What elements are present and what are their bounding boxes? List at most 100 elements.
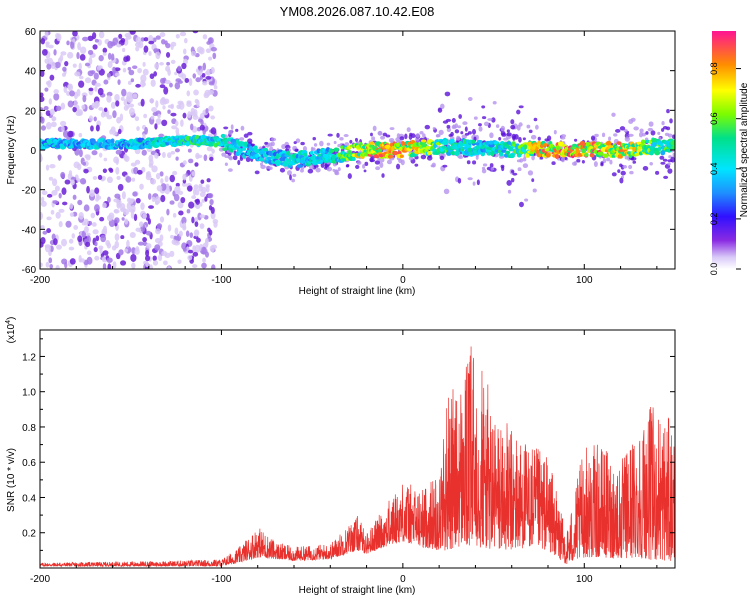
- spectrogram-noise-cell: [115, 149, 122, 155]
- spectrogram-ridge-cell: [331, 154, 337, 160]
- spectrogram-noise-cell: [78, 80, 85, 88]
- spectrogram-noise-cell: [187, 255, 193, 261]
- spectrogram-noise-cell: [210, 47, 218, 52]
- spectrogram-scatter-cell: [667, 159, 673, 163]
- colorbar-tick-label: 0.0: [709, 263, 719, 276]
- spectrogram-noise-cell: [118, 33, 123, 39]
- snr-yscale-base: (x10: [6, 323, 17, 343]
- spectrogram-scatter-cell: [438, 129, 444, 135]
- spectrogram-noise-cell: [72, 194, 77, 200]
- spectrogram-ridge-cell: [589, 153, 595, 158]
- spectrogram-scatter-cell: [510, 119, 515, 125]
- spectrogram-noise-cell: [93, 204, 100, 212]
- spectrogram-scatter-cell: [300, 168, 304, 173]
- spectrogram-noise-cell: [70, 179, 75, 186]
- spectrogram-noise-cell: [130, 162, 137, 167]
- spectrogram-ridge-cell: [508, 153, 515, 159]
- spectrogram-noise-cell: [154, 200, 159, 206]
- spectrogram-noise-cell: [74, 71, 81, 77]
- spectrogram-noise-cell: [164, 175, 169, 183]
- spectrogram-noise-cell: [77, 199, 83, 206]
- spectrogram-scatter-cell: [364, 161, 369, 166]
- spectrogram-noise-cell: [122, 67, 127, 73]
- snr-panel: -200 -100 0 100 0.2 0.4 0.6 0.8 1.0 1.2 Height of…: [5, 317, 676, 596]
- spectrogram-scatter-cell: [518, 122, 523, 127]
- spectrogram-noise-cell: [165, 51, 171, 58]
- spectrogram-noise-cell: [151, 196, 156, 203]
- spectrogram-noise-cell: [164, 79, 171, 85]
- spectrogram-scatter-cell: [240, 125, 245, 131]
- spectrogram-noise-cell: [155, 172, 161, 180]
- spectrogram-scatter-cell: [279, 167, 286, 173]
- spectrogram-noise-cell: [92, 32, 97, 40]
- spectrogram-scatter-cell: [624, 154, 628, 160]
- spectrogram-scatter-cell: [395, 137, 401, 142]
- spectrogram-noise-cell: [93, 72, 99, 80]
- spectrogram-noise-cell: [134, 248, 140, 255]
- spectrogram-noise-cell: [175, 182, 180, 187]
- spectrogram-scatter-cell: [475, 155, 479, 160]
- spectrogram-noise-cell: [142, 237, 147, 243]
- spectrogram-ridge-cell: [340, 158, 347, 162]
- spectrogram-noise-cell: [46, 216, 52, 221]
- spectrogram-scatter-cell: [601, 132, 606, 138]
- spectrogram-ridge-cell: [476, 139, 483, 143]
- spectrogram-noise-cell: [98, 245, 104, 250]
- spectrogram-noise-cell: [51, 190, 58, 196]
- spectrogram-noise-cell: [131, 262, 136, 269]
- spectrogram-noise-cell: [40, 237, 46, 245]
- spectrogram-ridge-cell: [584, 153, 589, 157]
- spectrogram-scatter-cell: [389, 127, 395, 130]
- spectrogram-scatter-cell: [657, 131, 661, 135]
- spectrogram-noise-cell: [151, 107, 157, 113]
- spectrogram-scatter-cell: [606, 157, 611, 162]
- spectrogram-ridge-cell: [296, 164, 304, 168]
- spectrogram-noise-cell: [206, 146, 213, 152]
- spectrogram-noise-cell: [192, 114, 199, 120]
- spectrogram-noise-cell: [51, 178, 58, 187]
- spectrogram-noise-cell: [84, 154, 91, 159]
- spectrogram-noise-cell: [197, 65, 202, 70]
- spectrogram-noise-cell: [40, 262, 43, 268]
- spectrogram-noise-cell: [121, 191, 126, 200]
- spectrogram-noise-cell: [187, 148, 192, 153]
- spectrogram-scatter-cell: [343, 134, 349, 138]
- spectrogram-noise-cell: [87, 35, 94, 42]
- spectrogram-noise-cell: [78, 133, 83, 138]
- spectrogram-ridge-cell: [384, 144, 392, 149]
- spectrogram-ridge-cell: [395, 142, 400, 148]
- spectrogram-noise-cell: [67, 130, 74, 138]
- spectrogram-ridge-cell: [654, 150, 661, 156]
- spectrogram-ridge-cell: [222, 147, 228, 152]
- spectrogram-noise-cell: [179, 31, 187, 37]
- spectrogram-noise-cell: [53, 93, 60, 101]
- spectrogram-noise-cell: [50, 121, 57, 128]
- spectrogram-scatter-cell: [235, 128, 239, 132]
- spectrogram-scatter-cell: [442, 120, 449, 124]
- spectrogram-noise-cell: [161, 250, 168, 257]
- spectrogram-scatter-cell: [451, 118, 456, 123]
- spectrogram-noise-cell: [184, 77, 190, 83]
- spectrogram-noise-cell: [199, 124, 205, 131]
- spectrogram-noise-cell: [47, 44, 54, 49]
- spectrogram-noise-cell: [68, 238, 74, 244]
- spectrogram-noise-cell: [212, 52, 217, 60]
- spectrogram-noise-cell: [202, 34, 208, 40]
- spectrogram-scatter-cell: [666, 108, 670, 114]
- spectrogram-noise-cell: [135, 198, 141, 204]
- spectrogram-scatter-cell: [287, 170, 292, 176]
- spectrogram-scatter-cell: [645, 131, 649, 135]
- spectrogram-noise-cell: [83, 218, 89, 226]
- spectrogram-noise-cell: [200, 179, 205, 184]
- spectrogram-noise-cell: [194, 244, 201, 253]
- spectrogram-noise-cell: [50, 209, 55, 215]
- spectrogram-noise-cell: [190, 50, 197, 57]
- spectrogram-noise-cell: [159, 32, 166, 38]
- spectrogram-noise-cell: [182, 48, 187, 55]
- spectrogram-scatter-cell: [611, 112, 616, 117]
- spectrogram-noise-cell: [40, 125, 46, 131]
- spectrogram-noise-cell: [61, 258, 68, 265]
- snr-marks: [40, 346, 675, 568]
